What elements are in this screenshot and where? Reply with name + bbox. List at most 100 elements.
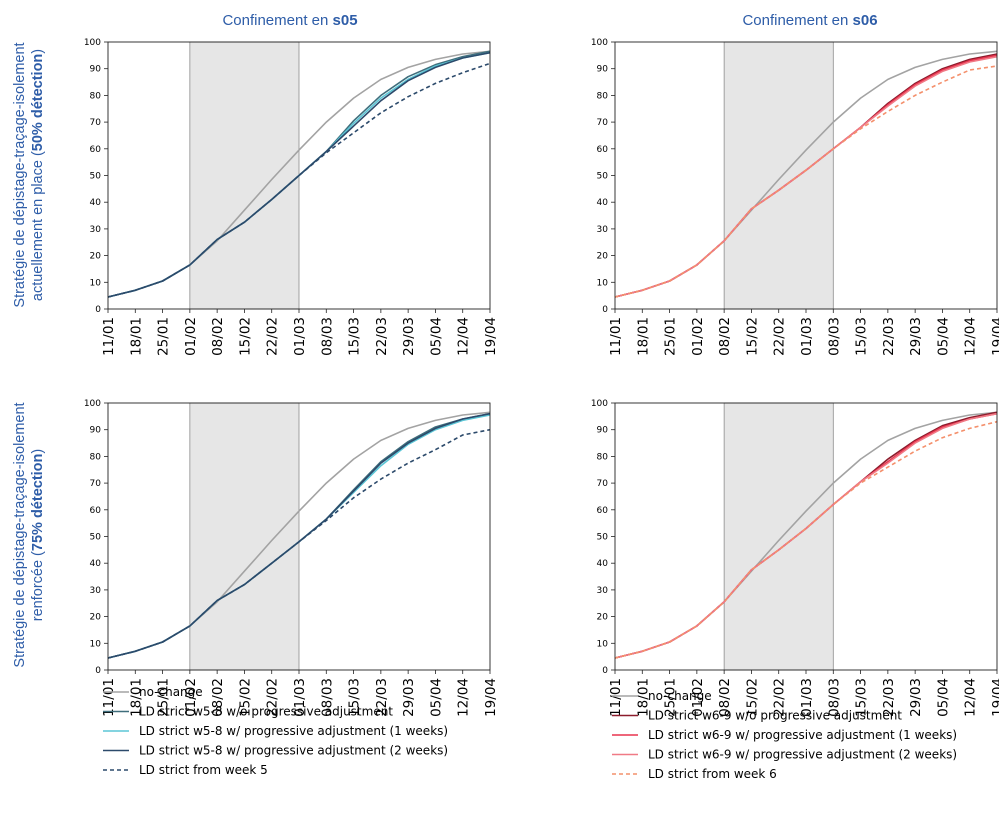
y-tick-label: 100: [591, 38, 608, 48]
x-tick-label: 15/02: [237, 678, 253, 717]
y-tick-label: 50: [597, 533, 609, 543]
x-tick-label: 05/04: [935, 317, 951, 356]
y-tick-label: 0: [602, 305, 608, 315]
y-tick-label: 90: [90, 65, 102, 75]
legend-label: no-change: [648, 689, 712, 703]
shaded-region: [723, 402, 834, 671]
x-tick-label: 15/03: [854, 317, 870, 356]
y-tick-label: 80: [90, 91, 102, 101]
x-tick-label: 22/03: [374, 678, 390, 717]
x-tick-label: 01/02: [690, 678, 706, 717]
x-tick-label: 18/01: [128, 678, 144, 717]
y-tick-label: 80: [90, 452, 102, 462]
y-tick-label: 40: [597, 198, 609, 208]
x-tick-label: 08/02: [717, 317, 733, 356]
y-tick-label: 70: [90, 118, 102, 128]
y-tick-label: 30: [597, 225, 609, 235]
x-tick-label: 01/03: [292, 317, 308, 356]
x-tick-label: 29/03: [908, 678, 924, 717]
series-line: [614, 412, 998, 659]
x-tick-label: 08/03: [826, 317, 842, 356]
x-tick-label: 08/03: [826, 678, 842, 717]
series-line: [107, 428, 491, 659]
x-tick-label: 15/03: [347, 678, 363, 717]
x-tick-label: 29/03: [401, 317, 417, 356]
x-tick-label: 25/01: [663, 317, 679, 356]
legend-left: no-change LD strict w5-8 w/o progressive …: [103, 685, 448, 777]
x-tick-label: 01/02: [183, 317, 199, 356]
legend-label: LD strict w6-9 w/ progressive adjustment…: [648, 728, 957, 742]
x-tick-label: 15/02: [744, 317, 760, 356]
x-tick-label: 22/02: [265, 317, 281, 356]
y-tick-label: 20: [597, 613, 609, 623]
y-tick-label: 60: [597, 145, 609, 155]
legend-label: LD strict w5-8 w/ progressive adjustment…: [139, 724, 448, 738]
x-tick-label: 19/04: [990, 678, 999, 717]
y-tick-label: 90: [597, 426, 609, 436]
y-tick-label: 50: [90, 533, 102, 543]
x-tick-label: 18/01: [128, 317, 144, 356]
x-tick-label: 22/03: [881, 678, 897, 717]
y-tick-label: 20: [90, 613, 102, 623]
y-tick-label: 60: [597, 506, 609, 516]
x-tick-label: 29/03: [908, 317, 924, 356]
x-tick-label: 15/03: [854, 678, 870, 717]
x-tick-label: 12/04: [963, 317, 979, 356]
x-tick-label: 11/01: [101, 678, 117, 717]
x-tick-label: 15/02: [744, 678, 760, 717]
x-tick-label: 05/04: [428, 678, 444, 717]
x-tick-label: 18/01: [635, 317, 651, 356]
y-tick-label: 80: [597, 452, 609, 462]
x-tick-label: 01/03: [292, 678, 308, 717]
y-tick-label: 40: [90, 198, 102, 208]
y-tick-label: 70: [597, 479, 609, 489]
y-tick-label: 60: [90, 506, 102, 516]
x-tick-label: 01/02: [690, 317, 706, 356]
x-tick-label: 08/03: [319, 317, 335, 356]
x-tick-label: 15/02: [237, 317, 253, 356]
y-tick-label: 100: [84, 399, 101, 409]
y-tick-label: 90: [597, 65, 609, 75]
x-tick-label: 22/02: [265, 678, 281, 717]
series-line: [107, 62, 491, 298]
x-tick-label: 19/04: [483, 317, 499, 356]
shaded-region: [189, 41, 300, 310]
x-tick-label: 11/01: [608, 317, 624, 356]
x-tick-label: 25/01: [663, 678, 679, 717]
y-tick-label: 40: [90, 559, 102, 569]
column-title-s05: Confinement en s05: [222, 12, 357, 29]
row-label-50-line2: actuellement en place (50% détection): [30, 49, 46, 301]
series-line: [107, 51, 491, 298]
x-tick-label: 15/03: [347, 317, 363, 356]
y-tick-label: 50: [90, 172, 102, 182]
x-tick-label: 05/04: [428, 317, 444, 356]
x-tick-label: 08/02: [210, 317, 226, 356]
legend-label: LD strict w6-9 w/o progressive adjustmen…: [648, 709, 902, 723]
row-label-75-line1: Stratégie de dépistage-traçage-isolement: [12, 402, 28, 667]
y-tick-label: 80: [597, 91, 609, 101]
y-tick-label: 60: [90, 145, 102, 155]
y-tick-label: 70: [90, 479, 102, 489]
chart-panel-top-left: 0 10 20 30 40 50 60 70 80 90 100 11/01 18/01 25/01 01/…: [84, 38, 499, 356]
series-line: [614, 65, 998, 298]
x-tick-label: 01/02: [183, 678, 199, 717]
y-tick-label: 50: [597, 172, 609, 182]
shaded-region: [723, 41, 834, 310]
x-tick-label: 01/03: [799, 317, 815, 356]
legend-label: LD strict w5-8 w/ progressive adjustment…: [139, 744, 448, 758]
x-tick-label: 19/04: [990, 317, 999, 356]
chart-panel-bottom-left: 0 10 20 30 40 50 60 70 80 90 100 11/01 18/01 25/01 01/…: [84, 399, 499, 717]
chart-panel-top-right: 0 10 20 30 40 50 60 70 80 90 100 11/01 18/01 25/01 01/…: [591, 38, 999, 356]
x-tick-label: 12/04: [963, 678, 979, 717]
y-tick-label: 0: [602, 666, 608, 676]
y-tick-label: 40: [597, 559, 609, 569]
x-tick-label: 11/01: [101, 317, 117, 356]
y-tick-label: 0: [95, 305, 101, 315]
y-tick-label: 90: [90, 426, 102, 436]
y-tick-label: 20: [597, 252, 609, 262]
x-tick-label: 08/02: [210, 678, 226, 717]
y-tick-label: 20: [90, 252, 102, 262]
x-tick-label: 08/02: [717, 678, 733, 717]
x-tick-label: 12/04: [456, 678, 472, 717]
x-tick-label: 05/04: [935, 678, 951, 717]
